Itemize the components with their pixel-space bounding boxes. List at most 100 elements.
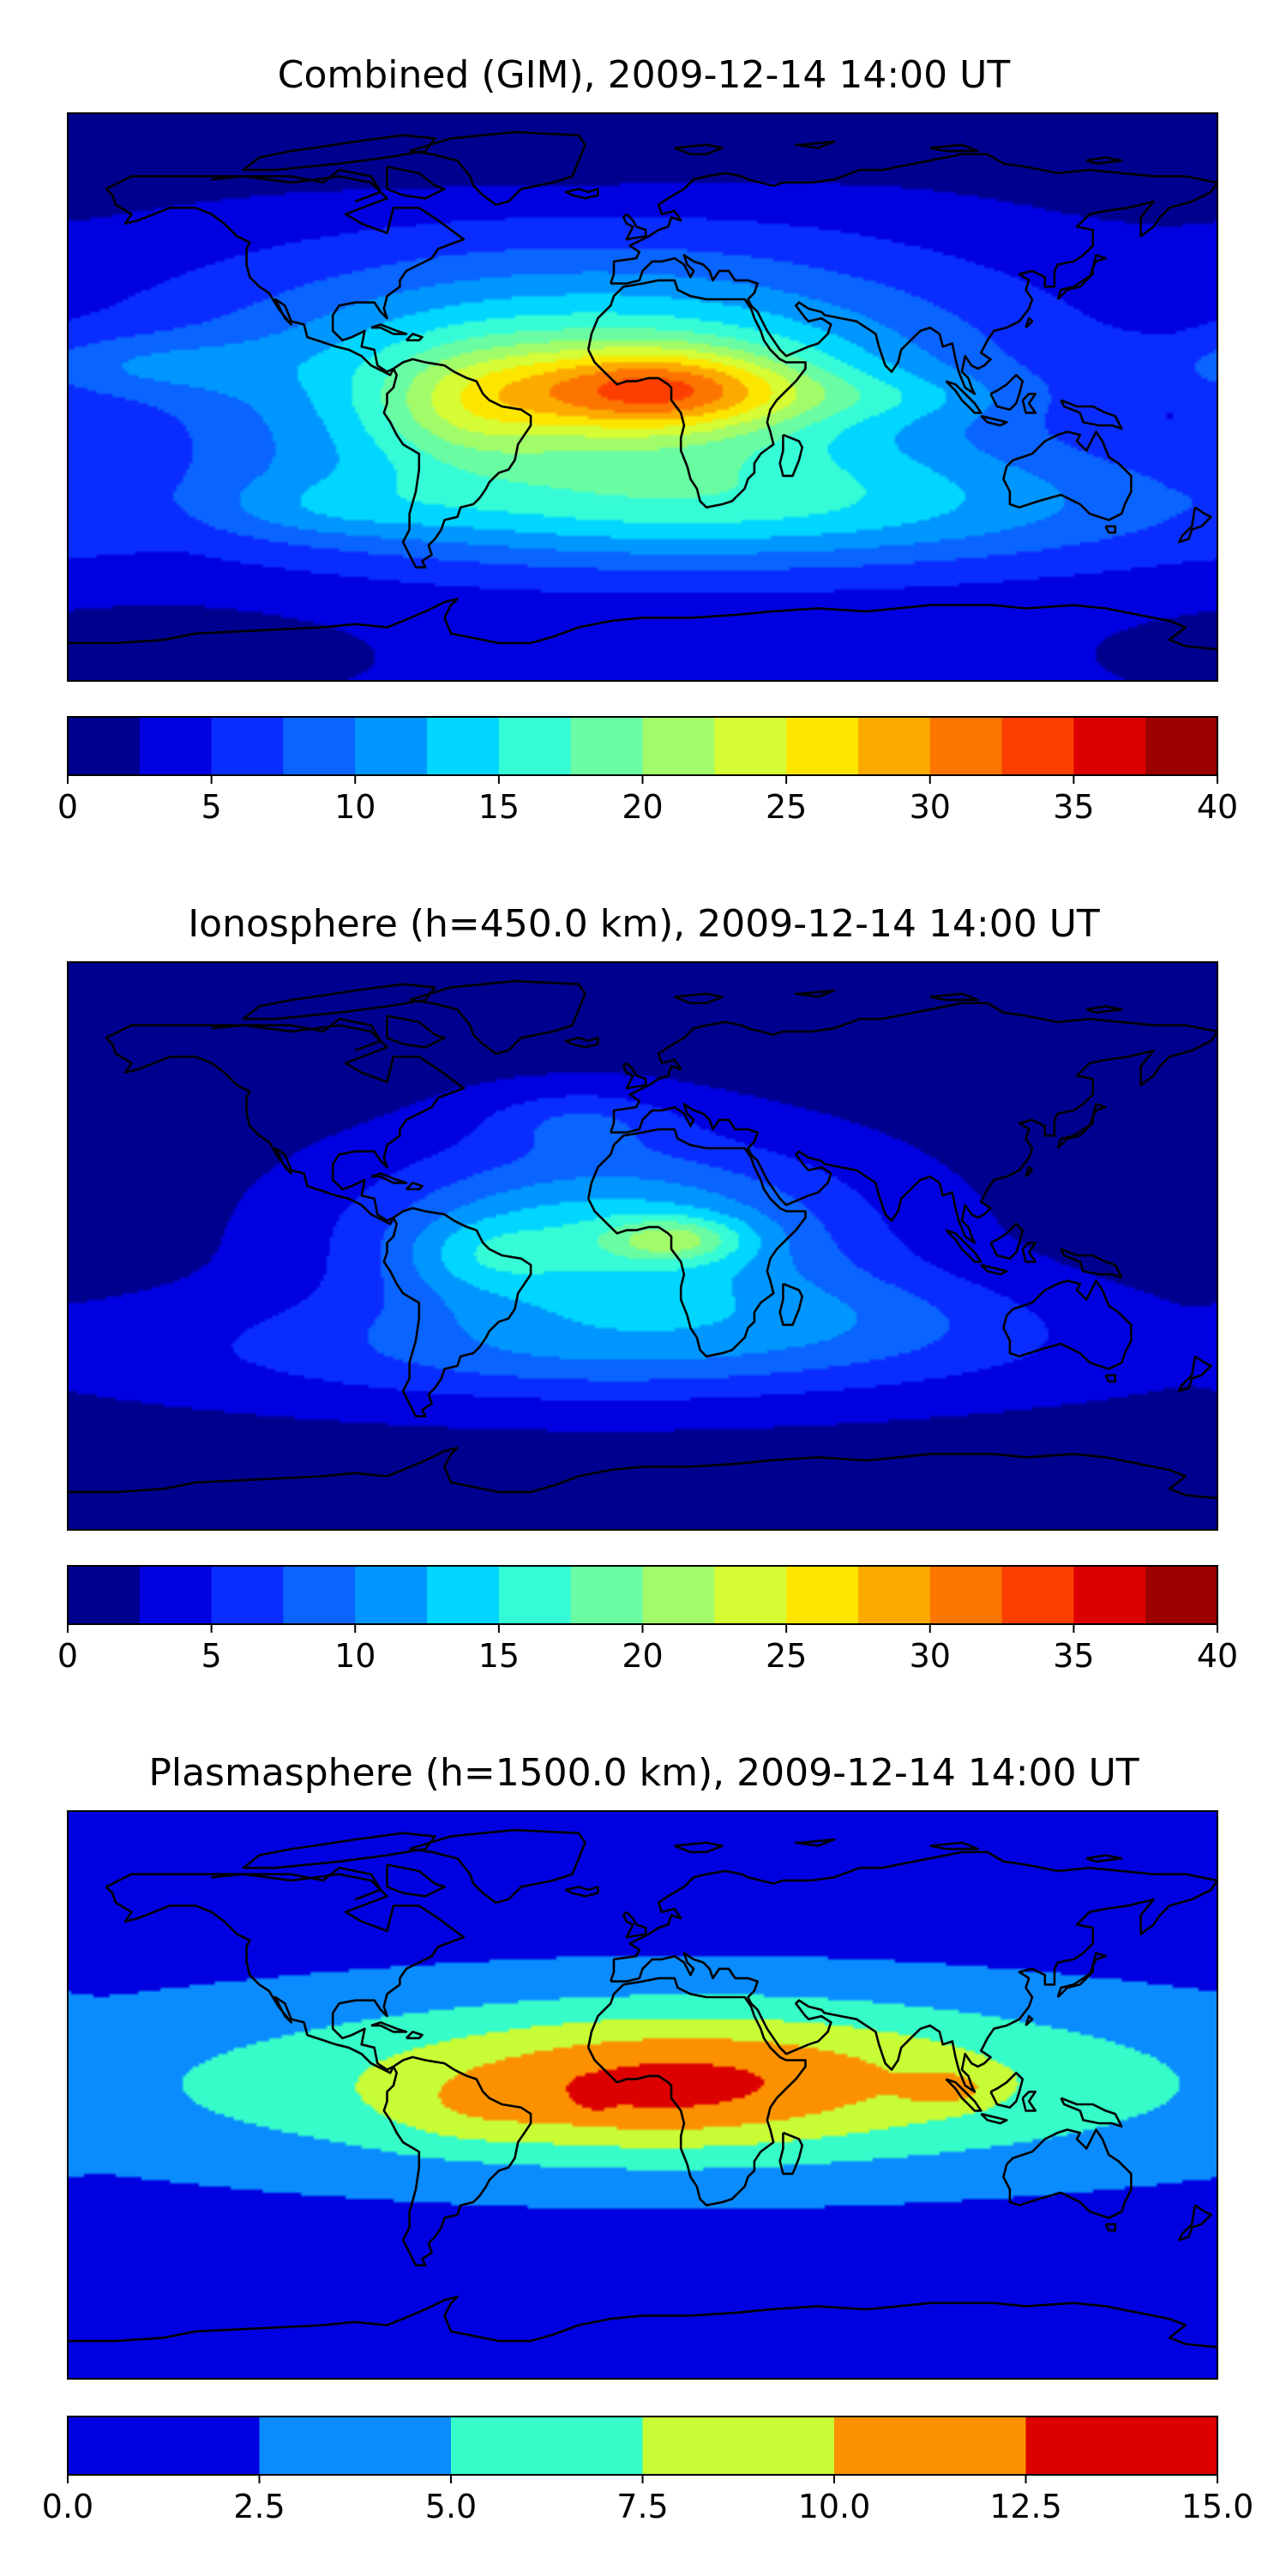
coastline [1060, 2097, 1123, 2128]
coastline [242, 983, 436, 1020]
coastline [929, 143, 979, 153]
coastline [405, 333, 424, 342]
colorbar-segment [427, 717, 500, 775]
coastline [68, 2296, 1217, 2349]
coastline [795, 1838, 836, 1847]
colorbar-tick-label: 0.0 [42, 2488, 93, 2525]
colorbar: 0.0 2.5 5.0 7.5 10.0 12.5 15.0 [42, 2416, 1254, 2525]
colorbar-segment [498, 717, 572, 775]
colorbar-segment [139, 717, 213, 775]
colorbar-tick-label: 20 [622, 1637, 663, 1675]
coastline [622, 1062, 647, 1090]
coastline [386, 1014, 446, 1049]
coastline [1021, 393, 1037, 414]
coastlines [68, 979, 1217, 1500]
colorbar-tick-label: 0 [57, 788, 78, 826]
colorbar-segment [211, 717, 284, 775]
colorbar-segment [1145, 1566, 1218, 1624]
colorbar-tick-label: 0 [57, 1637, 78, 1675]
map-frame [67, 112, 1218, 682]
coastline [674, 1841, 724, 1854]
colorbar-segment [139, 1566, 213, 1624]
colorbar-segment [283, 1566, 356, 1624]
colorbar-tick-label: 15.0 [1181, 2488, 1254, 2525]
colorbar-segment [929, 1566, 1003, 1624]
coastline [105, 1873, 466, 2074]
coastline [1002, 430, 1133, 521]
colorbar-segment [786, 1566, 859, 1624]
coastline [778, 1282, 803, 1327]
coastline [405, 2031, 424, 2040]
chart-title: Ionosphere (h=450.0 km), 2009-12-14 14:0… [188, 902, 1100, 946]
coastline [1085, 1005, 1123, 1014]
colorbar-tick-label: 20 [622, 788, 663, 826]
colorbar-tick-label: 10 [334, 1637, 376, 1675]
coastline [1178, 506, 1212, 544]
colorbar-segment [283, 717, 356, 775]
colorbar-segment [355, 1566, 428, 1624]
coastline [1056, 1952, 1107, 1998]
coastline [989, 2072, 1025, 2109]
coastline [211, 1017, 382, 1052]
colorbar-tick-label: 12.5 [989, 2488, 1062, 2525]
colorbar-segment [259, 2417, 452, 2475]
coastline [674, 143, 724, 156]
map-frame [67, 1810, 1218, 2380]
coastline [1056, 1103, 1107, 1149]
panel-combined: Combined (GIM), 2009-12-14 14:00 UT 0 5 10… [57, 53, 1238, 826]
coastline [370, 2021, 408, 2033]
coastline [1085, 156, 1123, 166]
coastline [405, 1182, 424, 1191]
colorbar-segment [786, 717, 859, 775]
coastline [610, 1002, 1217, 1244]
map-plot [67, 1810, 1218, 2380]
coastline [242, 1832, 436, 1869]
coastline [980, 1263, 1008, 1276]
colorbar: 0 5 10 15 20 25 30 35 40 [57, 716, 1238, 826]
colorbar-segment [1073, 717, 1146, 775]
coastline [564, 188, 599, 200]
colorbar-tick-label: 30 [910, 1637, 951, 1675]
coastline [1056, 254, 1107, 300]
coastline [242, 134, 436, 172]
coastline [564, 1886, 599, 1898]
coastlines [68, 1828, 1217, 2349]
coastline [370, 323, 408, 335]
colorbar-segment [1145, 717, 1218, 775]
filled-contours [68, 1811, 1217, 2379]
coastline [989, 374, 1025, 411]
colorbar-segment [211, 1566, 284, 1624]
coastline [382, 358, 532, 569]
coastline [105, 175, 466, 376]
filled-contours [68, 113, 1217, 681]
colorbar-segment [68, 717, 141, 775]
colorbar-segment [642, 717, 715, 775]
coastline [564, 1037, 599, 1049]
map-plot [67, 961, 1218, 1531]
chart-title: Combined (GIM), 2009-12-14 14:00 UT [278, 53, 1011, 97]
map-frame [67, 961, 1218, 1531]
colorbar-segment [570, 1566, 643, 1624]
colorbar-segment [857, 717, 931, 775]
coastline [386, 166, 446, 200]
coastline [105, 1024, 466, 1225]
coastline [945, 2078, 983, 2112]
coastline [1002, 2128, 1133, 2219]
colorbar-tick-label: 10.0 [798, 2488, 871, 2525]
colorbar-segment [714, 1566, 787, 1624]
colorbar-segment [570, 717, 643, 775]
coastline [409, 1828, 586, 1904]
coastline [980, 2112, 1008, 2125]
coastline [1002, 1279, 1133, 1370]
map-plot [67, 112, 1218, 682]
colorbar-tick-label: 30 [910, 788, 951, 826]
colorbar-segment [1025, 2417, 1218, 2475]
colorbar-tick-label: 5.0 [425, 2488, 477, 2525]
colorbar-segment [929, 717, 1003, 775]
coastline [1025, 1165, 1034, 1178]
coastline [929, 1841, 979, 1851]
coastline [1104, 1374, 1117, 1383]
colorbar-segment [451, 2417, 643, 2475]
coastline [382, 1207, 532, 1417]
